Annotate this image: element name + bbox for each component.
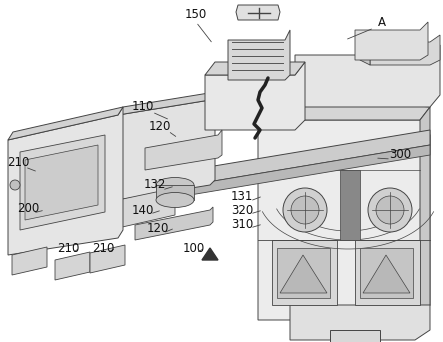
Circle shape	[283, 188, 327, 232]
Text: 120: 120	[147, 222, 169, 235]
Polygon shape	[202, 248, 218, 260]
Polygon shape	[280, 255, 327, 293]
Circle shape	[10, 180, 20, 190]
Polygon shape	[277, 248, 330, 298]
Polygon shape	[130, 145, 430, 205]
Text: 300: 300	[389, 148, 411, 161]
Circle shape	[376, 196, 404, 224]
Polygon shape	[228, 30, 290, 80]
Text: 310: 310	[231, 218, 253, 231]
Polygon shape	[90, 245, 125, 273]
Polygon shape	[130, 130, 430, 195]
Polygon shape	[118, 188, 175, 228]
Polygon shape	[258, 120, 430, 320]
Text: 210: 210	[57, 241, 79, 254]
Polygon shape	[295, 45, 440, 107]
Polygon shape	[363, 255, 410, 293]
Polygon shape	[145, 130, 222, 170]
Polygon shape	[290, 305, 430, 340]
Circle shape	[291, 196, 319, 224]
Polygon shape	[135, 207, 213, 240]
Polygon shape	[205, 62, 305, 75]
Polygon shape	[272, 240, 337, 305]
Polygon shape	[370, 35, 440, 65]
Polygon shape	[355, 22, 428, 60]
Text: 150: 150	[185, 8, 207, 21]
Text: A: A	[378, 15, 386, 28]
Polygon shape	[20, 135, 105, 230]
Text: 140: 140	[132, 203, 154, 216]
Polygon shape	[118, 92, 215, 115]
Polygon shape	[205, 62, 305, 130]
Polygon shape	[156, 185, 194, 200]
Polygon shape	[340, 170, 360, 240]
Text: 100: 100	[183, 241, 205, 254]
Text: 200: 200	[17, 201, 39, 214]
Ellipse shape	[156, 177, 194, 193]
Text: 132: 132	[144, 179, 166, 192]
Polygon shape	[420, 107, 430, 320]
Polygon shape	[55, 252, 90, 280]
Polygon shape	[330, 330, 380, 342]
Ellipse shape	[156, 193, 194, 208]
Polygon shape	[8, 107, 123, 140]
Text: 131: 131	[231, 189, 253, 202]
Text: 320: 320	[231, 203, 253, 216]
Polygon shape	[25, 145, 98, 220]
Polygon shape	[12, 247, 47, 275]
Polygon shape	[360, 37, 370, 65]
Text: 210: 210	[92, 241, 114, 254]
Polygon shape	[118, 92, 215, 200]
Polygon shape	[355, 240, 420, 305]
Circle shape	[368, 188, 412, 232]
Polygon shape	[8, 107, 123, 255]
Text: 210: 210	[7, 156, 29, 169]
Polygon shape	[258, 95, 430, 120]
Text: 110: 110	[132, 101, 154, 114]
Text: 120: 120	[149, 119, 171, 132]
Polygon shape	[236, 5, 280, 20]
Polygon shape	[360, 248, 413, 298]
